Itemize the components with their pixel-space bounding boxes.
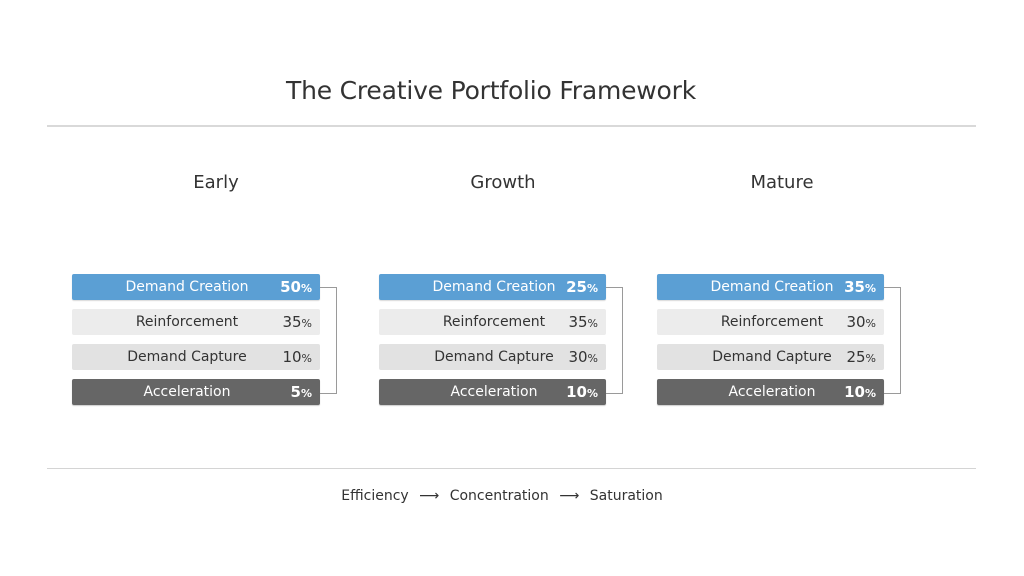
arrow-right-icon: ⟶ [559, 488, 580, 504]
bracket-connector [884, 287, 901, 394]
bar-percent: 25% [846, 348, 876, 366]
progression-footer: Efficiency ⟶ Concentration ⟶ Saturation [0, 488, 1004, 504]
bar-percent: 30% [568, 348, 598, 366]
bar-percent: 35% [844, 278, 876, 296]
bar-label: Demand Creation [432, 279, 556, 295]
bar-label: Demand Capture [434, 349, 554, 365]
bar-percent: 50% [280, 278, 312, 296]
bar-demand-creation: Demand Creation 25% [379, 274, 606, 300]
bar-label: Acceleration [728, 384, 816, 400]
bottom-divider [47, 468, 976, 469]
bar-acceleration: Acceleration 10% [657, 379, 884, 405]
bar-label: Demand Capture [127, 349, 247, 365]
bar-reinforcement: Reinforcement 35% [379, 309, 606, 335]
bracket-connector [320, 287, 337, 394]
bar-reinforcement: Reinforcement 30% [657, 309, 884, 335]
bar-percent: 30% [846, 313, 876, 331]
bar-percent: 35% [282, 313, 312, 331]
stage-column-growth: Demand Creation 25% Reinforcement 35% De… [379, 274, 623, 414]
bar-demand-creation: Demand Creation 35% [657, 274, 884, 300]
bar-label: Reinforcement [442, 314, 546, 330]
stage-label-mature: Mature [750, 172, 814, 193]
footer-step-efficiency: Efficiency [341, 488, 409, 504]
bar-label: Reinforcement [720, 314, 824, 330]
bar-percent: 10% [566, 383, 598, 401]
bar-percent: 10% [282, 348, 312, 366]
footer-step-saturation: Saturation [589, 488, 663, 504]
bar-percent: 5% [290, 383, 312, 401]
stage-column-early: Demand Creation 50% Reinforcement 35% De… [72, 274, 337, 414]
bar-label: Demand Capture [712, 349, 832, 365]
bar-label: Demand Creation [125, 279, 249, 295]
bar-percent: 10% [844, 383, 876, 401]
bar-demand-capture: Demand Capture 25% [657, 344, 884, 370]
bar-label: Reinforcement [135, 314, 239, 330]
stage-label-growth: Growth [470, 172, 536, 193]
bar-label: Demand Creation [710, 279, 834, 295]
bar-demand-capture: Demand Capture 10% [72, 344, 320, 370]
bar-label: Acceleration [143, 384, 231, 400]
stage-label-early: Early [193, 172, 239, 193]
bar-label: Acceleration [450, 384, 538, 400]
bar-demand-creation: Demand Creation 50% [72, 274, 320, 300]
bar-percent: 25% [566, 278, 598, 296]
footer-step-concentration: Concentration [449, 488, 549, 504]
page-title: The Creative Portfolio Framework [286, 76, 696, 105]
bar-acceleration: Acceleration 10% [379, 379, 606, 405]
top-divider [47, 125, 976, 127]
bar-reinforcement: Reinforcement 35% [72, 309, 320, 335]
bar-acceleration: Acceleration 5% [72, 379, 320, 405]
bracket-connector [606, 287, 623, 394]
arrow-right-icon: ⟶ [419, 488, 440, 504]
stage-column-mature: Demand Creation 35% Reinforcement 30% De… [657, 274, 901, 414]
bar-demand-capture: Demand Capture 30% [379, 344, 606, 370]
bar-percent: 35% [568, 313, 598, 331]
